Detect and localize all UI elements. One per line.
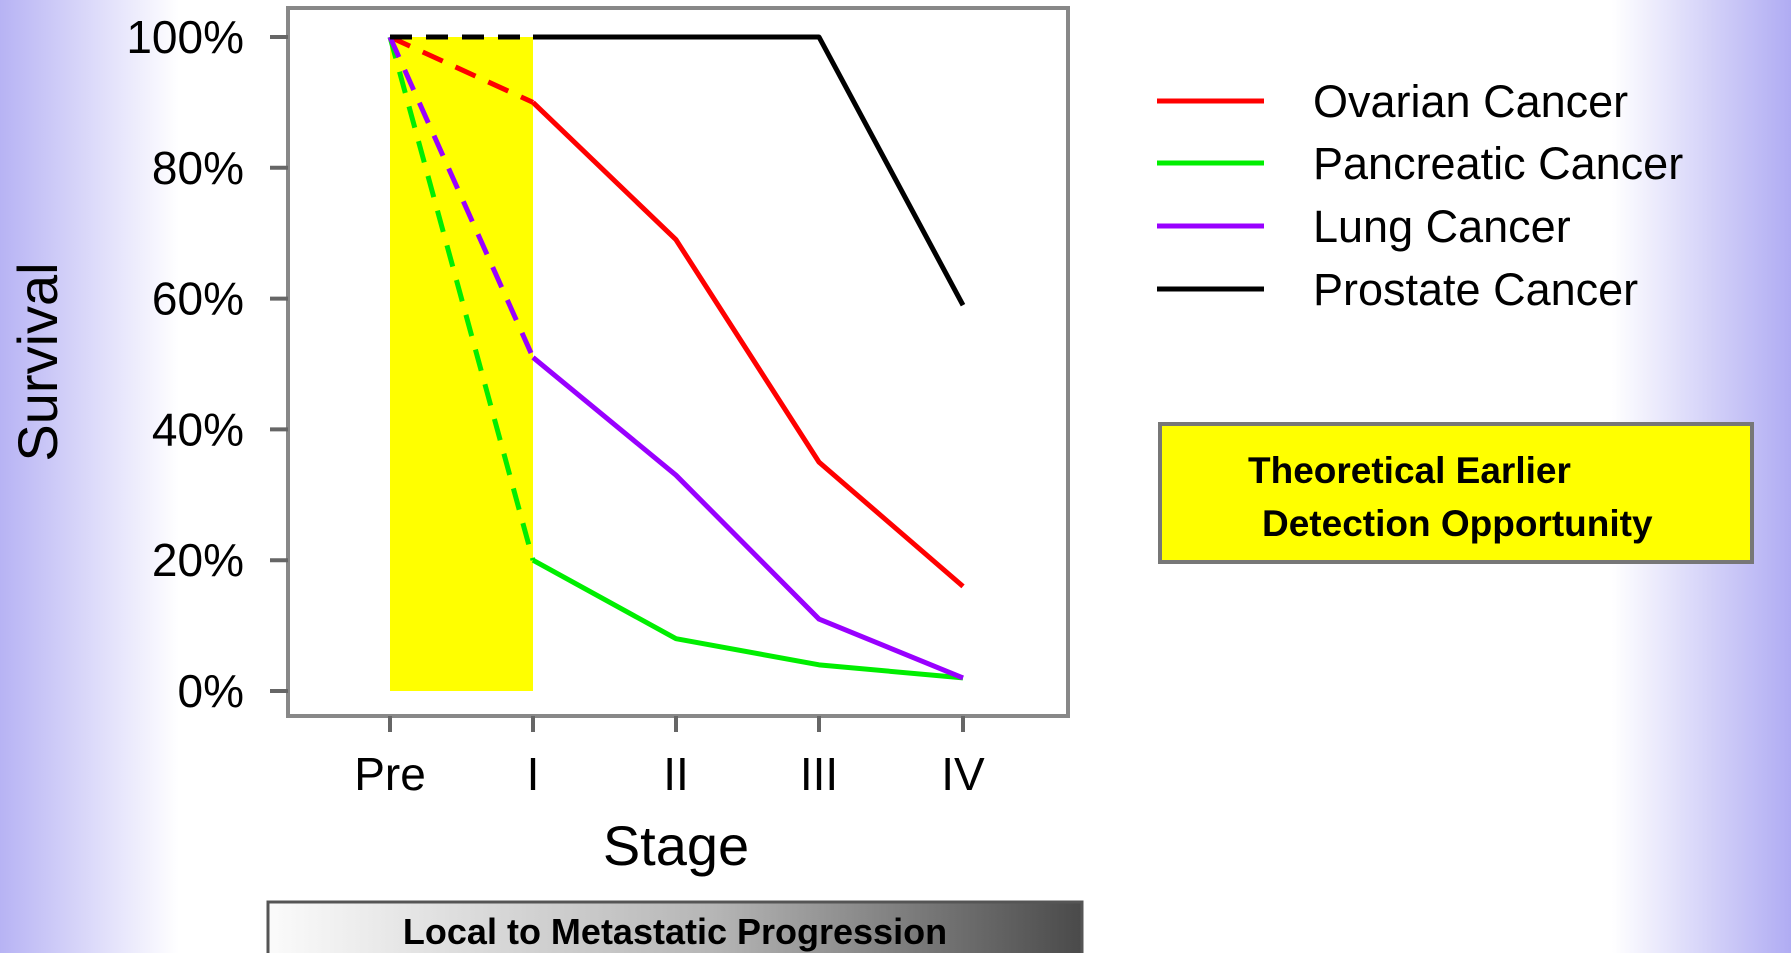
y-axis-title: Survival <box>6 262 69 461</box>
x-tick-label: I <box>527 748 540 800</box>
series-dashed-segment-pancreatic-cancer <box>387 36 536 561</box>
x-tick-label: Pre <box>354 748 426 800</box>
y-tick-label: 40% <box>152 403 244 455</box>
detection-box-line1: Theoretical Earlier <box>1248 450 1571 491</box>
y-tick-label: 0% <box>178 665 244 717</box>
x-axis: Pre I II III IV <box>354 714 985 800</box>
detection-highlight-band <box>390 37 533 691</box>
legend-label: Prostate Cancer <box>1313 264 1638 315</box>
x-tick-label: II <box>663 748 689 800</box>
legend-item-pancreatic-cancer: Pancreatic Cancer <box>1157 138 1683 189</box>
progression-bar: Local to Metastatic Progression <box>266 900 1084 953</box>
series-line-ovarian-cancer <box>531 100 965 589</box>
y-tick-label: 80% <box>152 142 244 194</box>
detection-opportunity-box: Theoretical Earlier Detection Opportunit… <box>1158 422 1754 564</box>
progression-bar-label: Local to Metastatic Progression <box>403 911 947 952</box>
legend-item-lung-cancer: Lung Cancer <box>1157 201 1571 252</box>
series-dashed-segment-ovarian-cancer <box>388 34 535 105</box>
legend-item-ovarian-cancer: Ovarian Cancer <box>1157 76 1628 127</box>
detection-box-line2: Detection Opportunity <box>1262 503 1653 544</box>
x-tick-label: III <box>800 748 838 800</box>
y-tick-label: 20% <box>152 534 244 586</box>
series-dashed-segment-lung-cancer <box>387 35 536 359</box>
x-tick-label: IV <box>941 748 985 800</box>
highlight-band-rect <box>390 37 533 691</box>
series-lines <box>387 34 966 681</box>
legend: Ovarian Cancer Pancreatic Cancer Lung Canc… <box>1157 76 1683 315</box>
y-tick-label: 60% <box>152 273 244 325</box>
series-line-prostate-cancer <box>533 34 966 307</box>
x-axis-title: Stage <box>603 814 749 877</box>
legend-label: Ovarian Cancer <box>1313 76 1628 127</box>
legend-label: Lung Cancer <box>1313 201 1571 252</box>
series-line-pancreatic-cancer <box>531 558 964 681</box>
series-line-lung-cancer <box>531 355 964 681</box>
y-tick-label: 100% <box>126 11 244 63</box>
legend-label: Pancreatic Cancer <box>1313 138 1683 189</box>
y-axis: 0% 20% 40% 60% 80% 100% <box>126 11 290 717</box>
legend-item-prostate-cancer: Prostate Cancer <box>1157 264 1638 315</box>
series-prostate-cancer <box>389 34 966 307</box>
